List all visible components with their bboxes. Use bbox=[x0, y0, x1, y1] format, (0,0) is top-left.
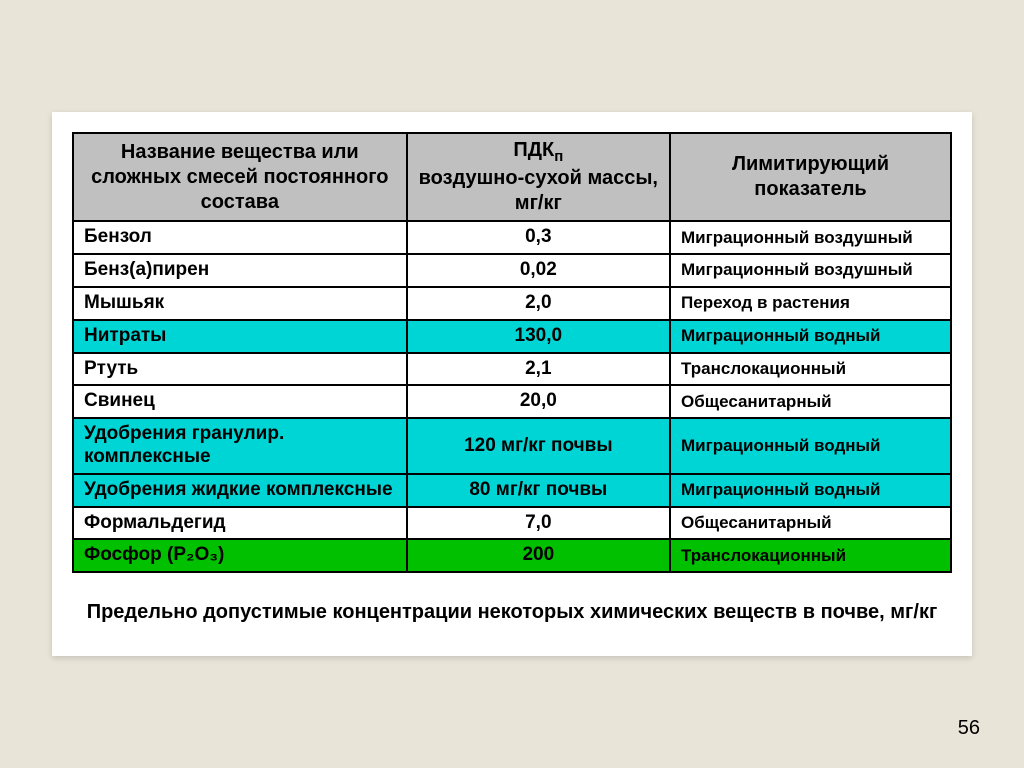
cell-name: Мышьяк bbox=[73, 287, 407, 320]
table-row: Нитраты130,0Миграционный водный bbox=[73, 320, 951, 353]
table-row: Бензол0,3Миграционный воздушный bbox=[73, 221, 951, 254]
table-body: Бензол0,3Миграционный воздушныйБенз(а)пи… bbox=[73, 221, 951, 572]
cell-indicator: Миграционный воздушный bbox=[670, 221, 951, 254]
cell-value: 7,0 bbox=[407, 507, 670, 540]
cell-indicator: Миграционный водный bbox=[670, 418, 951, 474]
header-col3: Лимитирующий показатель bbox=[670, 133, 951, 222]
cell-name: Ртуть bbox=[73, 353, 407, 386]
cell-indicator: Миграционный водный bbox=[670, 320, 951, 353]
table-row: Бенз(а)пирен0,02Миграционный воздушный bbox=[73, 254, 951, 287]
table-row: Мышьяк2,0Переход в растения bbox=[73, 287, 951, 320]
cell-indicator: Общесанитарный bbox=[670, 507, 951, 540]
cell-indicator: Миграционный водный bbox=[670, 474, 951, 507]
cell-name: Формальдегид bbox=[73, 507, 407, 540]
table-row: Фосфор (P₂O₃)200Транслокационный bbox=[73, 539, 951, 572]
cell-name: Бензол bbox=[73, 221, 407, 254]
table-row: Удобрения гранулир. комплексные120 мг/кг… bbox=[73, 418, 951, 474]
cell-name: Нитраты bbox=[73, 320, 407, 353]
caption: Предельно допустимые концентрации некото… bbox=[72, 599, 952, 626]
slide-content: Название вещества или сложных смесей пос… bbox=[52, 112, 972, 657]
table-row: Формальдегид7,0Общесанитарный bbox=[73, 507, 951, 540]
pdk-table: Название вещества или сложных смесей пос… bbox=[72, 132, 952, 574]
cell-value: 80 мг/кг почвы bbox=[407, 474, 670, 507]
cell-indicator: Транслокационный bbox=[670, 539, 951, 572]
table-row: Удобрения жидкие комплексные80 мг/кг поч… bbox=[73, 474, 951, 507]
cell-indicator: Транслокационный bbox=[670, 353, 951, 386]
cell-value: 0,3 bbox=[407, 221, 670, 254]
cell-value: 2,0 bbox=[407, 287, 670, 320]
table-row: Ртуть2,1Транслокационный bbox=[73, 353, 951, 386]
cell-value: 2,1 bbox=[407, 353, 670, 386]
header-row: Название вещества или сложных смесей пос… bbox=[73, 133, 951, 222]
cell-indicator: Миграционный воздушный bbox=[670, 254, 951, 287]
cell-value: 200 bbox=[407, 539, 670, 572]
header-col2: ПДКп воздушно-сухой массы, мг/кг bbox=[407, 133, 670, 222]
cell-name: Бенз(а)пирен bbox=[73, 254, 407, 287]
cell-value: 0,02 bbox=[407, 254, 670, 287]
cell-name: Фосфор (P₂O₃) bbox=[73, 539, 407, 572]
table-row: Свинец20,0Общесанитарный bbox=[73, 385, 951, 418]
cell-value: 120 мг/кг почвы bbox=[407, 418, 670, 474]
cell-indicator: Общесанитарный bbox=[670, 385, 951, 418]
cell-name: Свинец bbox=[73, 385, 407, 418]
cell-indicator: Переход в растения bbox=[670, 287, 951, 320]
cell-value: 130,0 bbox=[407, 320, 670, 353]
cell-value: 20,0 bbox=[407, 385, 670, 418]
cell-name: Удобрения жидкие комплексные bbox=[73, 474, 407, 507]
page-number: 56 bbox=[958, 717, 980, 740]
cell-name: Удобрения гранулир. комплексные bbox=[73, 418, 407, 474]
header-col1: Название вещества или сложных смесей пос… bbox=[73, 133, 407, 222]
